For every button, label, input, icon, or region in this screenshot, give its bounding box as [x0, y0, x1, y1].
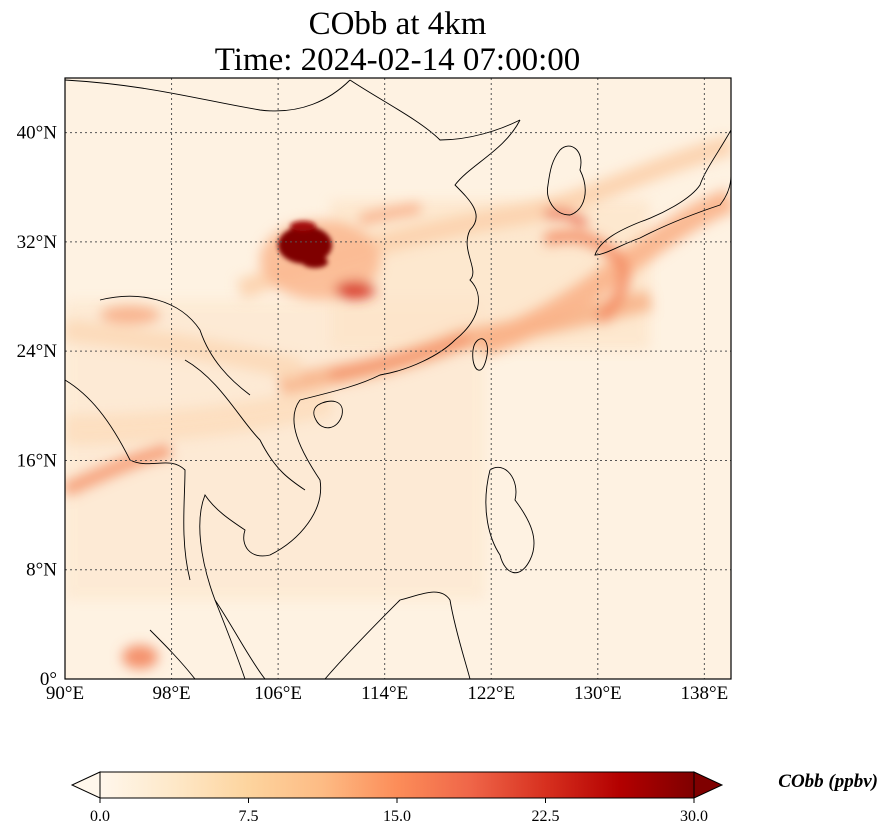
lon-tick-label: 90°E [46, 683, 84, 704]
lat-axis: 0° 8°N 16°N 24°N 32°N 40°N [17, 123, 58, 690]
colorbar-extend-max [693, 771, 724, 799]
lon-tick-label: 106°E [254, 683, 302, 704]
plume-bay-of-bengal [65, 443, 172, 497]
lon-tick-label: 138°E [681, 683, 729, 704]
colorbar-tick-label: 30.0 [680, 808, 708, 825]
colorbar-tick-label: 0.0 [90, 808, 110, 825]
lat-tick-label: 8°N [26, 560, 57, 581]
coast-japan [594, 129, 731, 256]
border-china-mongolia [349, 79, 521, 141]
colorbar-ramp [100, 772, 694, 798]
plume-korea-japan [543, 230, 630, 325]
lat-tick-label: 24°N [17, 341, 58, 362]
coast-russia-north [65, 79, 351, 112]
lon-tick-label: 114°E [361, 683, 408, 704]
plume-bengal-wide [65, 385, 334, 445]
plume-myanmar-spot [100, 306, 160, 324]
lat-tick-label: 0° [40, 669, 57, 690]
colorbar-tick-label: 22.5 [532, 808, 560, 825]
plume-central-china-tail [335, 281, 375, 299]
coast-taiwan [472, 338, 488, 371]
map-subtitle-time: Time: 2024-02-14 07:00:00 [214, 42, 581, 78]
coast-philippines [485, 467, 535, 573]
coast-malay [214, 599, 246, 679]
colorbar: 0.0 7.5 15.0 22.5 30.0 CObb (ppbv) [70, 771, 878, 825]
coastlines [65, 79, 731, 679]
lon-tick-label: 98°E [152, 683, 190, 704]
colorbar-ticks: 0.0 7.5 15.0 22.5 30.0 [90, 798, 708, 825]
border-inland-2 [184, 359, 306, 491]
gridlines [65, 78, 731, 679]
plume-north-core [358, 203, 421, 225]
hotspot-top [290, 221, 316, 231]
border-inland-1 [99, 295, 251, 396]
lon-tick-label: 122°E [467, 683, 515, 704]
colorbar-tick-label: 7.5 [239, 808, 259, 825]
hotspot-core [278, 221, 332, 268]
lon-axis: 90°E 98°E 106°E 114°E 122°E 130°E 138°E [46, 683, 728, 704]
map-title: CObb at 4km [308, 6, 487, 42]
plume-sumatra-spot [122, 645, 158, 669]
hotspot-secondary [302, 256, 328, 268]
coast-hainan [313, 400, 343, 429]
hotspot-main [278, 226, 332, 264]
concentration-field [65, 78, 731, 679]
lat-tick-label: 32°N [17, 232, 58, 253]
colorbar-tick-label: 15.0 [383, 808, 411, 825]
plume-south-china-coast-core [329, 333, 472, 380]
lat-tick-label: 16°N [17, 450, 58, 471]
plume-west-band [65, 319, 303, 381]
coast-sumatra [149, 629, 196, 679]
map-frame [64, 77, 732, 680]
lon-tick-label: 130°E [574, 683, 622, 704]
coast-korea [547, 145, 586, 216]
lat-tick-label: 40°N [17, 123, 58, 144]
coast-china-east [299, 119, 521, 401]
coast-borneo [324, 591, 471, 679]
colorbar-label: CObb (ppbv) [778, 771, 878, 792]
colorbar-extend-min [70, 771, 101, 799]
coast-myanmar [65, 379, 191, 581]
